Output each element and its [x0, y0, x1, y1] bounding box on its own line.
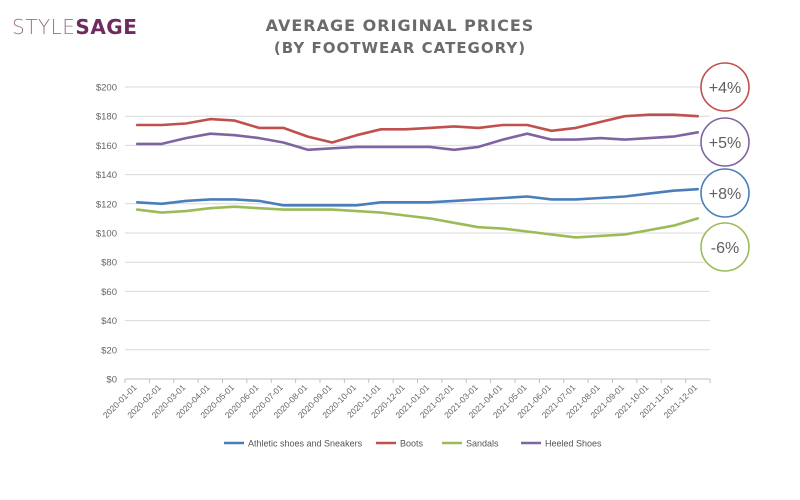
y-tick-label: $100 — [96, 229, 117, 240]
y-tick-label: $80 — [101, 258, 117, 269]
change-badge — [700, 62, 750, 112]
logo-style-text: STYLE — [12, 15, 76, 39]
series-line-heeled-shoes — [135, 131, 700, 152]
logo-sage-text: SAGE — [75, 15, 138, 39]
legend-label: Boots — [400, 439, 424, 449]
legend-label: Athletic shoes and Sneakers — [248, 439, 363, 449]
y-tick-label: $0 — [106, 375, 117, 386]
change-badge-label: +4% — [709, 80, 741, 97]
y-tick-label: $40 — [101, 316, 117, 327]
legend-label: Heeled Shoes — [545, 439, 602, 449]
y-tick-label: $140 — [96, 170, 117, 181]
y-tick-label: $60 — [101, 287, 117, 298]
series-line-athletic-shoes-and-sneakers — [135, 187, 700, 207]
y-tick-label: $200 — [96, 83, 117, 94]
y-tick-label: $20 — [101, 345, 117, 356]
change-badge-label: +8% — [709, 186, 741, 203]
chart-subtitle: (BY FOOTWEAR CATEGORY) — [273, 39, 527, 57]
series-line-boots — [135, 113, 700, 144]
change-badge — [700, 222, 750, 272]
change-badge-label: +5% — [709, 135, 741, 152]
legend-label: Sandals — [466, 439, 499, 449]
chart-title: AVERAGE ORIGINAL PRICES — [265, 16, 535, 35]
change-badge — [700, 117, 750, 167]
change-badge — [700, 168, 750, 218]
y-tick-label: $180 — [96, 112, 117, 123]
change-badge-label: -6% — [711, 240, 739, 257]
stylesage-logo: STYLESAGE — [12, 14, 137, 40]
series-line-sandals — [135, 205, 700, 239]
y-tick-label: $160 — [96, 141, 117, 152]
y-tick-label: $120 — [96, 199, 117, 210]
